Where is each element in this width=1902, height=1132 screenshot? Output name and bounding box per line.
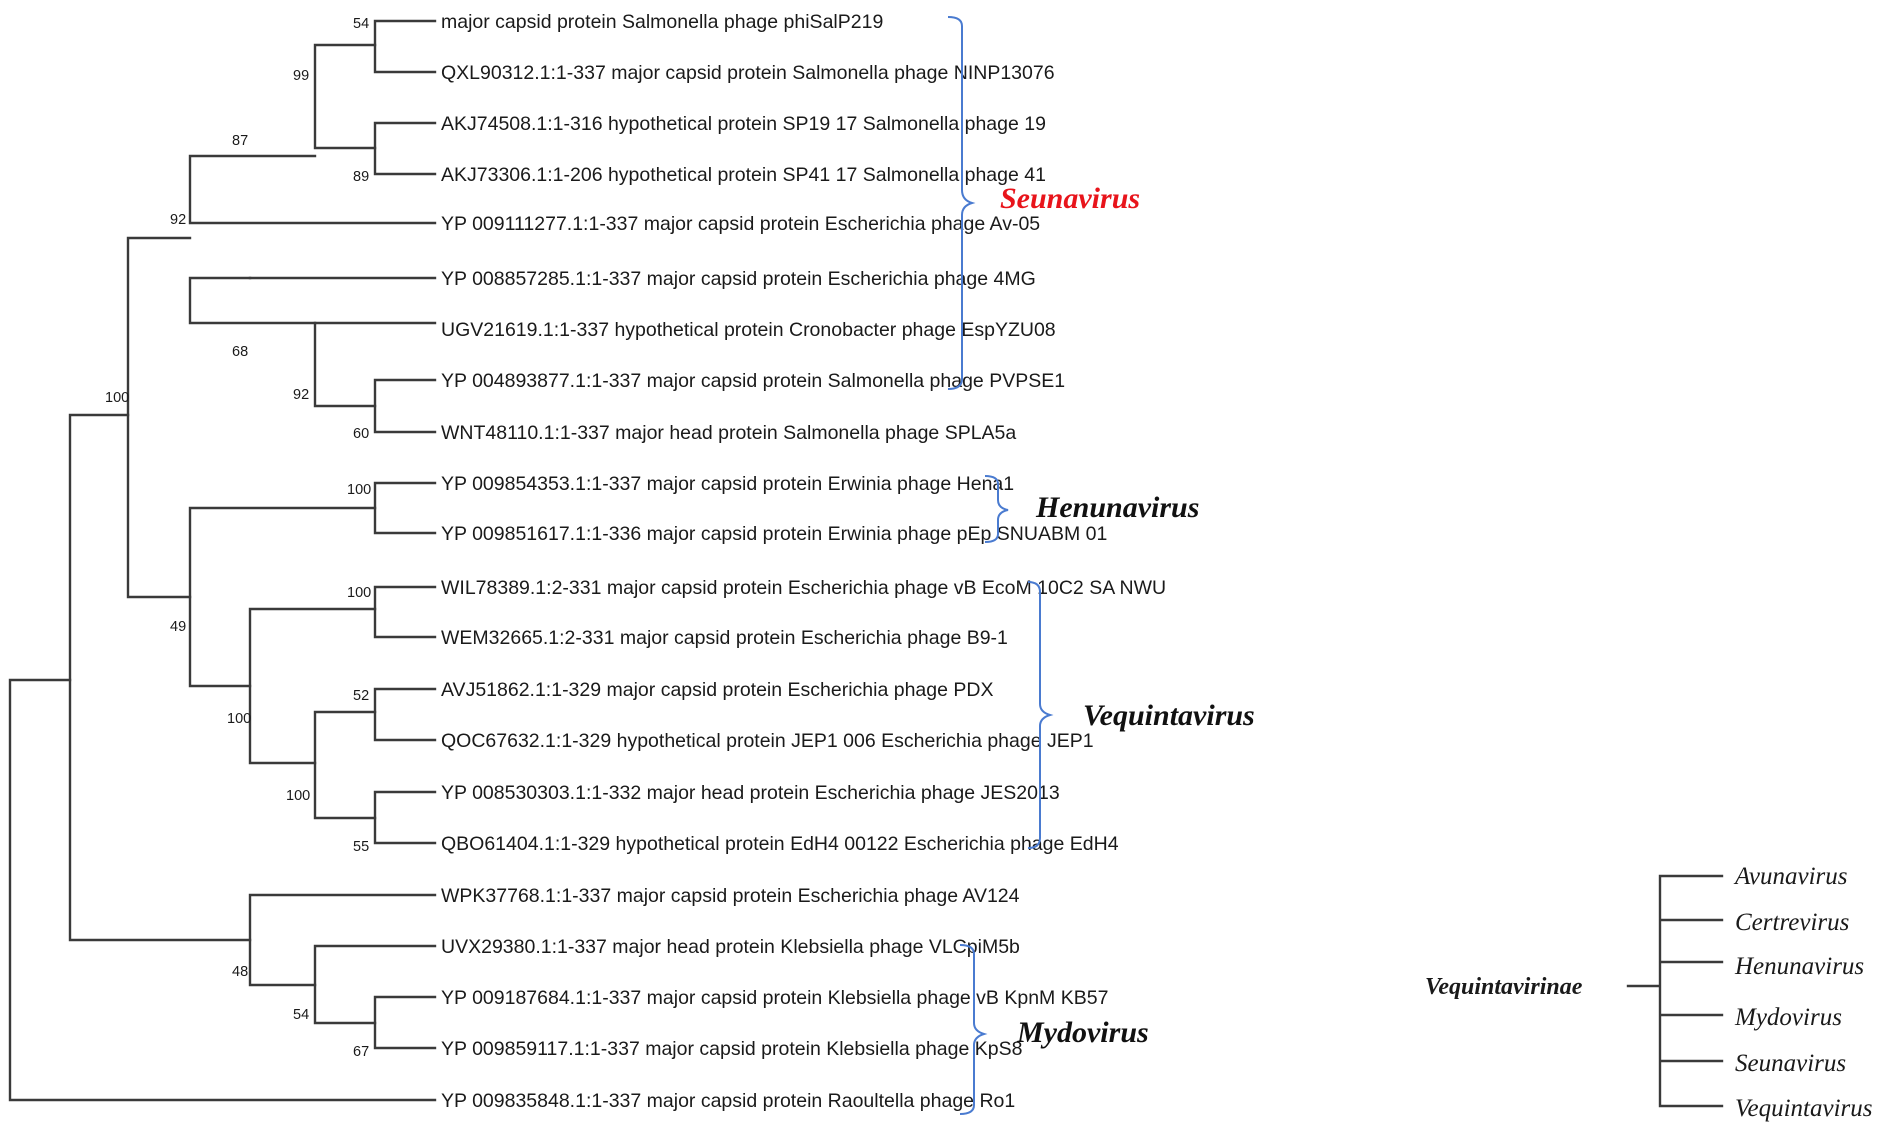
- leaf-label: QOC67632.1:1-329 hypothetical protein JE…: [441, 730, 1094, 752]
- taxonomy-root-label: Vequintavirinae: [1425, 974, 1583, 1000]
- bracket-seunavirus: [947, 16, 976, 390]
- taxonomy-child-label: Seunavirus: [1735, 1050, 1846, 1077]
- leaf-label: YP 008857285.1:1-337 major capsid protei…: [441, 268, 1036, 290]
- taxonomy-child-label: Avunavirus: [1733, 863, 1848, 890]
- genus-label-mydovirus: Mydovirus: [1016, 1016, 1149, 1049]
- leaf-label: WPK37768.1:1-337 major capsid protein Es…: [441, 885, 1020, 907]
- bootstrap-value: 87: [232, 133, 248, 149]
- leaf-labels: major capsid protein Salmonella phage ph…: [441, 11, 1166, 1112]
- bootstrap-value: 92: [293, 387, 309, 403]
- bootstrap-value: 54: [353, 16, 369, 32]
- bootstrap-value: 89: [353, 169, 369, 185]
- bracket-henunavirus: [984, 475, 1009, 543]
- branch-node-54-lower: [313, 944, 437, 1025]
- leaf-label: QBO61404.1:1-329 hypothetical protein Ed…: [441, 833, 1119, 855]
- bootstrap-value: 100: [105, 390, 129, 406]
- branch-node-92-lower-split: [313, 321, 437, 408]
- branch-node-89: [373, 121, 437, 176]
- bracket-vequintavirus: [1027, 581, 1054, 849]
- leaf-label: YP 009835848.1:1-337 major capsid protei…: [441, 1090, 1015, 1112]
- taxonomy-child-label: Vequintavirus: [1735, 1095, 1873, 1122]
- bootstrap-value: 60: [353, 426, 369, 442]
- leaf-label: YP 009187684.1:1-337 major capsid protei…: [441, 987, 1108, 1009]
- branch-node-87: [188, 154, 437, 225]
- bootstrap-value: 49: [170, 619, 186, 635]
- leaf-label: WEM32665.1:2-331 major capsid protein Es…: [441, 627, 1008, 649]
- leaf-label: YP 008530303.1:1-332 major head protein …: [441, 782, 1060, 804]
- leaf-label: QXL90312.1:1-337 major capsid protein Sa…: [441, 62, 1055, 84]
- taxonomy-inset: Vequintavirinae Avunavirus Certrevirus H…: [1425, 863, 1873, 1122]
- bootstrap-value: 100: [347, 585, 371, 601]
- bootstrap-value: 68: [232, 344, 248, 360]
- branch-node-55: [373, 790, 437, 845]
- bootstrap-value: 52: [353, 688, 369, 704]
- bootstrap-value: 100: [347, 482, 371, 498]
- taxonomy-child-label: Certrevirus: [1735, 909, 1849, 936]
- leaf-label: YP 009851617.1:1-336 major capsid protei…: [441, 523, 1107, 545]
- leaf-label: major capsid protein Salmonella phage ph…: [441, 11, 883, 33]
- leaf-label: YP 009854353.1:1-337 major capsid protei…: [441, 473, 1014, 495]
- taxonomy-child-label: Mydovirus: [1734, 1004, 1842, 1031]
- genus-label-seunavirus: Seunavirus: [1000, 182, 1140, 215]
- tree-branches: [8, 19, 437, 1102]
- leaf-label: UGV21619.1:1-337 hypothetical protein Cr…: [441, 319, 1056, 341]
- bootstrap-value: 48: [232, 964, 248, 980]
- leaf-label: YP 004893877.1:1-337 major capsid protei…: [441, 370, 1065, 392]
- leaf-label: YP 009859117.1:1-337 major capsid protei…: [441, 1038, 1022, 1060]
- branch-node-99: [313, 43, 377, 150]
- leaf-label: WNT48110.1:1-337 major head protein Salm…: [441, 422, 1016, 444]
- branch-node-100-main: [68, 413, 252, 942]
- branch-node-67: [373, 995, 437, 1050]
- bootstrap-value: 55: [353, 839, 369, 855]
- bracket-mydovirus: [959, 944, 988, 1115]
- bootstrap-value: 100: [227, 711, 251, 727]
- bootstrap-value: 100: [286, 788, 310, 804]
- genus-label-henunavirus: Henunavirus: [1035, 491, 1199, 524]
- bootstrap-value: 54: [293, 1007, 309, 1023]
- branch-node-100-lower: [313, 710, 377, 820]
- clade-brackets: [947, 16, 1054, 1115]
- bootstrap-value: 92: [170, 212, 186, 228]
- bootstrap-value: 99: [293, 68, 309, 84]
- taxonomy-lines: [1626, 874, 1724, 1108]
- branch-node-52: [373, 687, 437, 742]
- branch-node-68: [188, 276, 317, 325]
- leaf-label: YP 009111277.1:1-337 major capsid protei…: [441, 213, 1040, 235]
- taxonomy-child-label: Henunavirus: [1734, 953, 1864, 980]
- leaf-label: AKJ74508.1:1-316 hypothetical protein SP…: [441, 113, 1046, 135]
- branch-node-48: [248, 893, 437, 987]
- genus-labels: Seunavirus Henunavirus Vequintavirus Myd…: [1000, 182, 1255, 1049]
- bootstrap-value: 67: [353, 1044, 369, 1060]
- leaf-label: AVJ51862.1:1-329 major capsid protein Es…: [441, 679, 993, 701]
- branch-node-49: [188, 506, 377, 688]
- branch-node-100-vequinta: [248, 607, 377, 765]
- branch-node-92-top: [126, 236, 192, 599]
- bootstrap-values: 54 99 89 87 92 92 68 60 100 100 100 49 5…: [105, 16, 371, 1060]
- leaf-label: WIL78389.1:2-331 major capsid protein Es…: [441, 577, 1166, 599]
- leaf-label: AKJ73306.1:1-206 hypothetical protein SP…: [441, 164, 1046, 186]
- branch-node-54-top: [373, 19, 437, 74]
- leaf-label: UVX29380.1:1-337 major head protein Kleb…: [441, 936, 1020, 958]
- branch-node-60: [373, 378, 437, 434]
- branch-node-100-wil: [373, 585, 437, 639]
- genus-label-vequintavirus: Vequintavirus: [1083, 699, 1255, 732]
- branch-node-100-henuna: [373, 481, 437, 535]
- branch-root: [8, 678, 437, 1102]
